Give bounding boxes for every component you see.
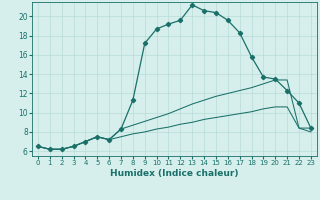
X-axis label: Humidex (Indice chaleur): Humidex (Indice chaleur) bbox=[110, 169, 239, 178]
